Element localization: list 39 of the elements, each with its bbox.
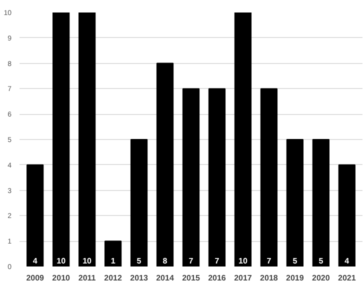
bar	[286, 139, 304, 266]
data-label: 7	[214, 256, 220, 266]
bar	[182, 88, 200, 266]
x-tick-label: 2015	[182, 274, 200, 282]
bar	[78, 12, 96, 266]
data-label: 10	[82, 256, 92, 266]
x-tick-label: 2020	[312, 274, 330, 282]
x-tick-label: 2012	[104, 274, 122, 282]
x-tick-label: 2018	[260, 274, 278, 282]
x-tick-label: 2009	[26, 274, 45, 282]
x-tick-label: 2017	[234, 274, 252, 282]
data-label: 4	[32, 256, 38, 266]
bar	[130, 139, 148, 266]
bar	[208, 88, 226, 266]
x-tick-label: 2010	[52, 274, 71, 282]
data-label: 8	[162, 256, 168, 266]
x-tick-label: 2014	[156, 274, 174, 282]
data-label: 10	[56, 256, 66, 266]
bar	[156, 62, 174, 266]
bar	[234, 12, 252, 266]
x-tick-label: 2013	[130, 274, 148, 282]
data-label: 5	[292, 256, 298, 266]
bar	[104, 240, 122, 266]
data-label: 7	[188, 256, 194, 266]
bar	[260, 88, 278, 266]
x-tick-label: 2016	[208, 274, 226, 282]
bar	[312, 139, 330, 266]
x-tick-label: 2011	[78, 274, 96, 282]
data-label: 1	[110, 256, 116, 266]
data-label: 10	[238, 256, 248, 266]
bar	[52, 12, 70, 266]
bar	[338, 164, 356, 266]
x-tick-label: 2021	[338, 274, 356, 282]
data-label: 7	[266, 256, 272, 266]
data-label: 4	[344, 256, 350, 266]
bar	[26, 164, 44, 266]
data-label: 5	[136, 256, 142, 266]
data-label: 5	[318, 256, 324, 266]
x-tick-label: 2019	[286, 274, 304, 282]
